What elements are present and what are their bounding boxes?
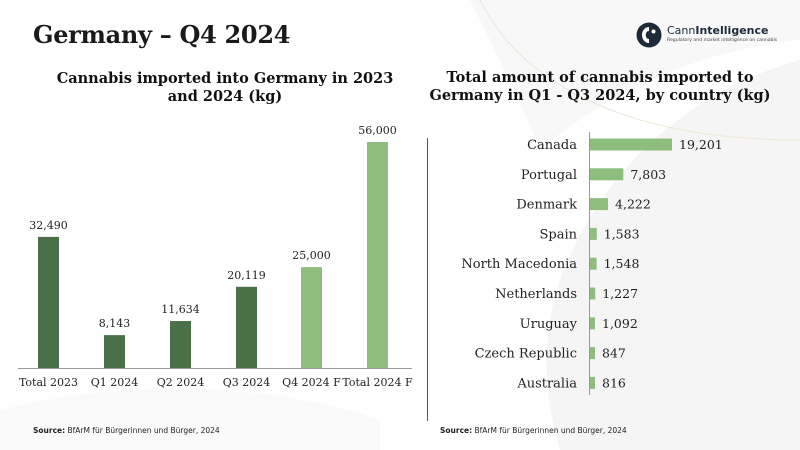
right-chart-title-line-1: Total amount of cannabis imported to bbox=[446, 69, 754, 86]
data-label: 816 bbox=[602, 375, 626, 390]
bar-north-macedonia bbox=[590, 257, 597, 270]
bar-uruguay bbox=[590, 317, 595, 330]
data-label: 11,634 bbox=[161, 303, 200, 316]
y-tick-label: Netherlands bbox=[495, 287, 577, 302]
right-source-text: BfArM für Bürgerinnen und Bürger, 2024 bbox=[472, 426, 627, 435]
y-tick-label: Australia bbox=[516, 376, 577, 391]
data-label: 25,000 bbox=[292, 249, 331, 262]
y-tick-label: Uruguay bbox=[520, 317, 578, 332]
right-source-note: Source: BfArM für Bürgerinnen und Bürger… bbox=[440, 426, 627, 435]
chart-divider bbox=[427, 138, 428, 421]
x-tick-label: Total 2024 F bbox=[342, 376, 413, 389]
bar-total-2024-f bbox=[367, 142, 388, 368]
left-source-label: Source: bbox=[33, 426, 66, 435]
right-source-label: Source: bbox=[440, 426, 473, 435]
bar-portugal bbox=[590, 168, 624, 181]
data-label: 56,000 bbox=[358, 124, 397, 137]
logo-tagline: Regulatory and market intelligence on ca… bbox=[667, 38, 778, 43]
bar-australia bbox=[590, 376, 595, 389]
x-tick-label: Q4 2024 F bbox=[282, 376, 341, 389]
right-chart-title-line-2: Germany in Q1 - Q3 2024, by country (kg) bbox=[429, 87, 771, 104]
y-tick-label: Czech Republic bbox=[475, 347, 577, 362]
data-label: 1,227 bbox=[602, 286, 638, 301]
page-title: Germany – Q4 2024 bbox=[33, 20, 291, 49]
right-horizontal-bar-chart: Canada 19,201 Portugal 7,803 Denmark 4,222 Spa… bbox=[461, 132, 723, 395]
data-label: 847 bbox=[602, 346, 626, 361]
data-label: 1,092 bbox=[602, 316, 638, 331]
data-label: 32,490 bbox=[29, 219, 68, 232]
y-tick-label: Spain bbox=[539, 227, 577, 242]
bar-spain bbox=[590, 227, 597, 240]
y-tick-label: Denmark bbox=[516, 198, 577, 213]
y-tick-label: Canada bbox=[527, 138, 577, 153]
bar-q3-2024 bbox=[236, 286, 257, 368]
bar-denmark bbox=[590, 198, 609, 211]
data-label: 7,803 bbox=[630, 167, 666, 182]
x-tick-label: Q1 2024 bbox=[91, 376, 139, 389]
y-tick-label: Portugal bbox=[521, 168, 577, 183]
bar-czech-republic bbox=[590, 347, 595, 360]
left-chart-title-line-1: Cannabis imported into Germany in 2023 bbox=[56, 70, 394, 87]
bar-q2-2024 bbox=[170, 321, 191, 368]
bar-q1-2024 bbox=[104, 335, 125, 368]
left-bar-chart: 32,490 Total 2023 8,143 Q1 2024 11,634 Q2 202… bbox=[18, 124, 413, 389]
x-tick-label: Total 2023 bbox=[19, 376, 78, 389]
logo-name-regular: Cann bbox=[667, 24, 696, 37]
x-tick-label: Q3 2024 bbox=[223, 376, 271, 389]
bar-canada bbox=[590, 138, 672, 151]
left-chart-title-line-2: and 2024 (kg) bbox=[167, 88, 283, 105]
left-chart-title: Cannabis imported into Germany in 2023 a… bbox=[20, 70, 430, 106]
logo-name: CannIntelligence bbox=[667, 24, 768, 37]
bar-netherlands bbox=[590, 287, 596, 300]
data-label: 4,222 bbox=[615, 197, 651, 212]
data-label: 8,143 bbox=[99, 317, 131, 330]
x-tick-label: Q2 2024 bbox=[157, 376, 205, 389]
bar-total-2023 bbox=[38, 236, 59, 368]
bar-q4-2024-f bbox=[301, 267, 322, 368]
logo: CannIntelligence Regulatory and market i… bbox=[636, 21, 786, 49]
logo-mark-icon bbox=[636, 22, 662, 48]
left-source-text: BfArM für Bürgerinnen und Bürger, 2024 bbox=[65, 426, 220, 435]
right-chart-title: Total amount of cannabis imported to Ger… bbox=[400, 69, 800, 105]
y-tick-label: North Macedonia bbox=[461, 257, 577, 272]
left-source-note: Source: BfArM für Bürgerinnen und Bürger… bbox=[33, 426, 220, 435]
logo-name-bold: Intelligence bbox=[695, 24, 769, 37]
data-label: 20,119 bbox=[227, 269, 266, 282]
data-label: 1,583 bbox=[604, 226, 640, 241]
data-label: 19,201 bbox=[679, 137, 723, 152]
data-label: 1,548 bbox=[604, 256, 640, 271]
